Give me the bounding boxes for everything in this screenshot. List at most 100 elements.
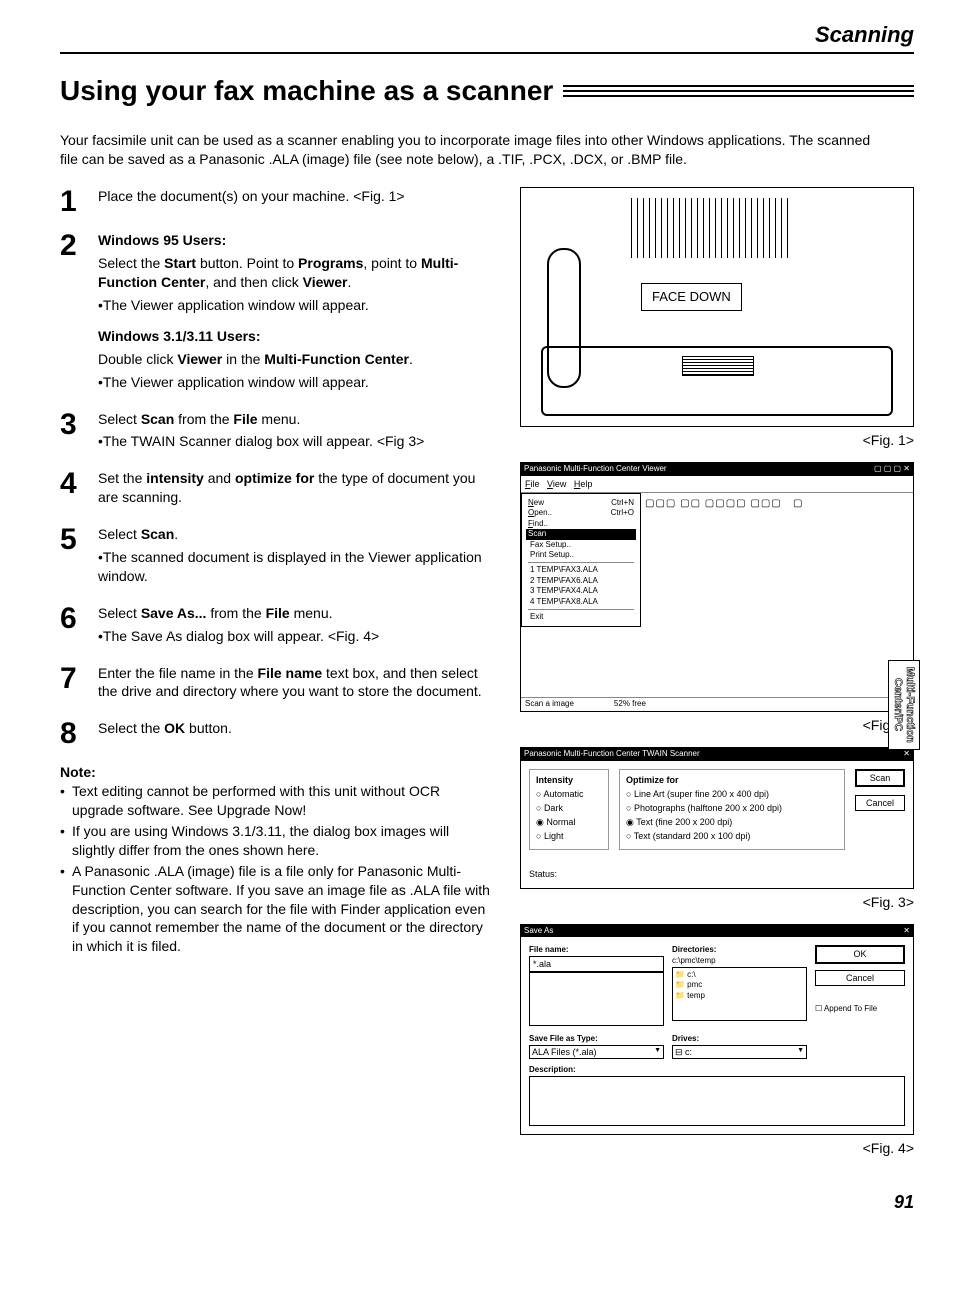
step: 7 Enter the file name in the File name te… bbox=[60, 664, 490, 706]
page-number: 91 bbox=[60, 1190, 914, 1214]
step-line: Double click Viewer in the Multi-Functio… bbox=[98, 350, 490, 369]
step-body: Enter the file name in the File name tex… bbox=[98, 664, 490, 706]
step-number: 1 bbox=[60, 187, 86, 217]
radio-option[interactable]: Light bbox=[536, 830, 602, 842]
drives-combo[interactable]: ⊟ c: bbox=[672, 1045, 807, 1059]
note-item: A Panasonic .ALA (image) file is a file … bbox=[60, 862, 490, 956]
step-line: •The TWAIN Scanner dialog box will appea… bbox=[98, 432, 490, 451]
face-down-label: FACE DOWN bbox=[641, 283, 742, 311]
step-body: Select Save As... from the File menu.•Th… bbox=[98, 604, 490, 650]
step-body: Place the document(s) on your machine. <… bbox=[98, 187, 490, 217]
desc-label: Description: bbox=[529, 1065, 905, 1076]
cancel-button[interactable]: Cancel bbox=[855, 795, 905, 811]
dirs-label: Directories: bbox=[672, 945, 807, 956]
optimize-label: Optimize for bbox=[626, 774, 838, 786]
step-line: •The Save As dialog box will appear. <Fi… bbox=[98, 627, 490, 646]
fig3-status-label: Status: bbox=[529, 868, 905, 880]
fig4-title: Save As bbox=[524, 926, 553, 937]
fig2-status-left: Scan a image bbox=[525, 699, 574, 710]
fig3-title: Panasonic Multi-Function Center TWAIN Sc… bbox=[524, 749, 700, 760]
step: 3 Select Scan from the File menu. •The TW… bbox=[60, 410, 490, 456]
fig3-twain-dialog: Panasonic Multi-Function Center TWAIN Sc… bbox=[520, 747, 914, 889]
drives-label: Drives: bbox=[672, 1034, 807, 1045]
left-column: 1 Place the document(s) on your machine. … bbox=[60, 187, 490, 958]
radio-option[interactable]: Dark bbox=[536, 802, 602, 814]
step-line: •The Viewer application window will appe… bbox=[98, 296, 490, 315]
ok-button[interactable]: OK bbox=[815, 945, 905, 963]
close-icon: ✕ bbox=[903, 749, 910, 760]
side-tab: Multi-Function Center/PC bbox=[888, 660, 920, 750]
filename-label: File name: bbox=[529, 945, 664, 956]
radio-option[interactable]: Text (fine 200 x 200 dpi) bbox=[626, 816, 838, 828]
dirs-list[interactable]: 📁 c:\📁 pmc📁 temp bbox=[672, 967, 807, 1021]
scan-button[interactable]: Scan bbox=[855, 769, 905, 787]
description-box[interactable] bbox=[529, 1076, 905, 1126]
step-body: Set the intensity and optimize for the t… bbox=[98, 469, 490, 511]
filename-input[interactable]: *.ala bbox=[529, 956, 664, 972]
right-column: FACE DOWN <Fig. 1> Panasonic Multi-Funct… bbox=[520, 187, 914, 1170]
fig2-menu-item: Exit bbox=[528, 612, 634, 622]
step: 5Select Scan.•The scanned document is di… bbox=[60, 525, 490, 590]
step-number: 8 bbox=[60, 719, 86, 749]
note-item: If you are using Windows 3.1/3.11, the d… bbox=[60, 822, 490, 860]
radio-option[interactable]: Text (standard 200 x 100 dpi) bbox=[626, 830, 838, 842]
radio-option[interactable]: Line Art (super fine 200 x 400 dpi) bbox=[626, 788, 838, 800]
fig2-scan-item: Scan bbox=[526, 529, 636, 539]
type-combo[interactable]: ALA Files (*.ala) bbox=[529, 1045, 664, 1059]
fig2-caption: <Fig. 2> bbox=[520, 716, 914, 735]
fig2-file-menu: NewCtrl+N Open..Ctrl+O Find.. Scan Fax S… bbox=[521, 493, 641, 627]
step-line: •The Viewer application window will appe… bbox=[98, 373, 490, 392]
fig2-menu-item: Print Setup.. bbox=[528, 550, 634, 560]
step: 8 Select the OK button. bbox=[60, 719, 490, 749]
fig2-menu-item: 2 TEMP\FAX6.ALA bbox=[528, 576, 634, 586]
step-number: 2 bbox=[60, 231, 86, 395]
fig3-intensity-group: Intensity Automatic Dark Normal Light bbox=[529, 769, 609, 850]
radio-option[interactable]: Normal bbox=[536, 816, 602, 828]
fig4-caption: <Fig. 4> bbox=[520, 1139, 914, 1158]
fig2-viewer-window: Panasonic Multi-Function Center Viewer ▢… bbox=[520, 462, 914, 712]
note-item: Text editing cannot be performed with th… bbox=[60, 782, 490, 820]
radio-option[interactable]: Photographs (halftone 200 x 200 dpi) bbox=[626, 802, 838, 814]
intensity-label: Intensity bbox=[536, 774, 602, 786]
step-line: Windows 3.1/3.11 Users: bbox=[98, 327, 490, 346]
dir-item[interactable]: 📁 pmc bbox=[675, 980, 804, 990]
dir-item[interactable]: 📁 temp bbox=[675, 991, 804, 1001]
step: 6 Select Save As... from the File menu.•T… bbox=[60, 604, 490, 650]
dir-item[interactable]: 📁 c:\ bbox=[675, 970, 804, 980]
step-number: 4 bbox=[60, 469, 86, 511]
fig1-fax-illustration: FACE DOWN bbox=[520, 187, 914, 427]
step-number: 3 bbox=[60, 410, 86, 456]
fig2-menubar: File View Help bbox=[521, 476, 913, 493]
step-line: Enter the file name in the File name tex… bbox=[98, 664, 490, 702]
step-body: Windows 95 Users: Select the Start button… bbox=[98, 231, 490, 395]
fig2-menu-item: 4 TEMP\FAX8.ALA bbox=[528, 597, 634, 607]
step-number: 6 bbox=[60, 604, 86, 650]
fig4-saveas-dialog: Save As ✕ File name: *.ala Directories: … bbox=[520, 924, 914, 1135]
fig1-caption: <Fig. 1> bbox=[520, 431, 914, 450]
step-line: Select the Start button. Point to Progra… bbox=[98, 254, 490, 292]
cancel-button[interactable]: Cancel bbox=[815, 970, 905, 986]
step: 2 Windows 95 Users: Select the Start butto… bbox=[60, 231, 490, 395]
fig2-status-right: 52% free bbox=[614, 699, 646, 710]
type-label: Save File as Type: bbox=[529, 1034, 664, 1045]
title-rule bbox=[563, 85, 914, 97]
intro-text: Your facsimile unit can be used as a sca… bbox=[60, 131, 880, 169]
step-line: Place the document(s) on your machine. <… bbox=[98, 187, 490, 206]
step-line: Select the OK button. bbox=[98, 719, 490, 738]
step-number: 7 bbox=[60, 664, 86, 706]
step-body: Select Scan from the File menu. •The TWA… bbox=[98, 410, 490, 456]
radio-option[interactable]: Automatic bbox=[536, 788, 602, 800]
window-controls-icon: ▢ ▢ ▢ ✕ bbox=[874, 464, 910, 475]
step-body: Select the OK button. bbox=[98, 719, 490, 749]
fig2-menu-item: 1 TEMP\FAX3.ALA bbox=[528, 565, 634, 575]
step-line: Set the intensity and optimize for the t… bbox=[98, 469, 490, 507]
note-list: Text editing cannot be performed with th… bbox=[60, 782, 490, 956]
append-checkbox[interactable]: Append To File bbox=[815, 1004, 905, 1015]
section-header: Scanning bbox=[60, 20, 914, 54]
page-title: Using your fax machine as a scanner bbox=[60, 72, 553, 110]
close-icon: ✕ bbox=[903, 926, 910, 937]
step-body: Select Scan.•The scanned document is dis… bbox=[98, 525, 490, 590]
step: 1 Place the document(s) on your machine. … bbox=[60, 187, 490, 217]
step-line: Windows 95 Users: bbox=[98, 231, 490, 250]
filename-list[interactable] bbox=[529, 972, 664, 1026]
